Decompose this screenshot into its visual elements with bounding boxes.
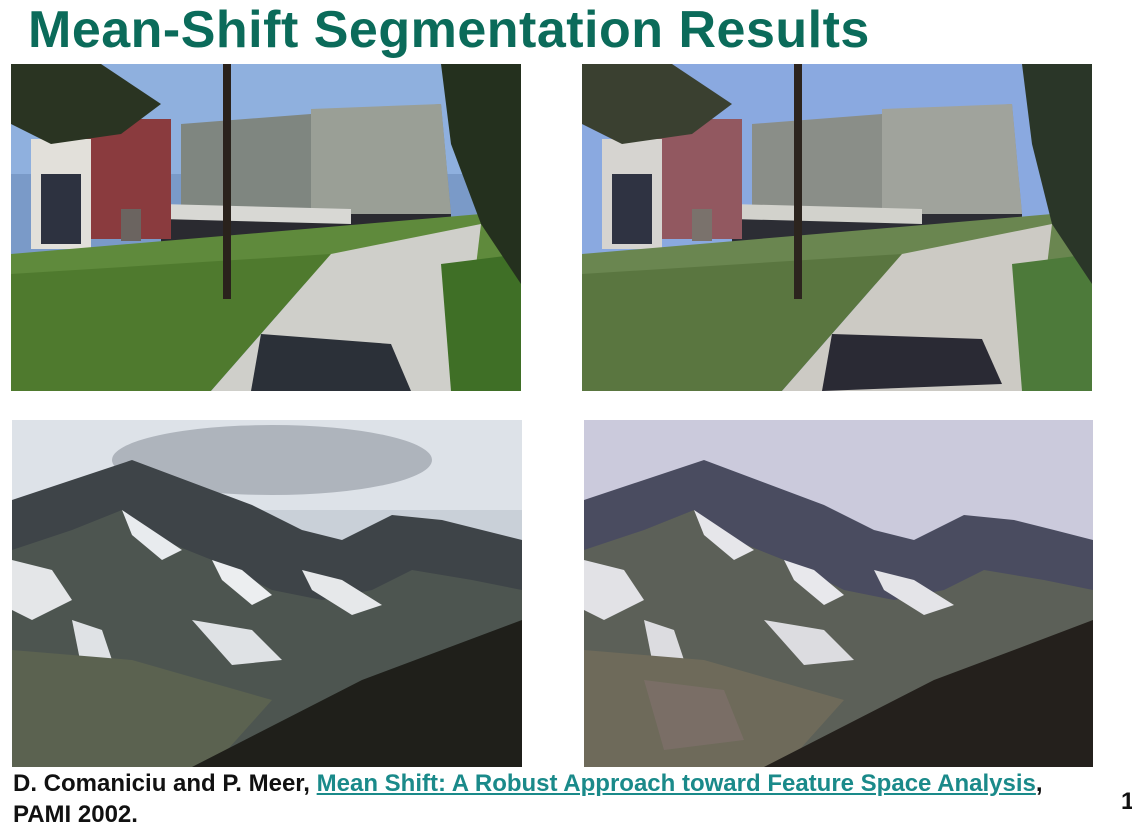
citation: D. Comaniciu and P. Meer, Mean Shift: A …: [13, 768, 1093, 830]
mountain-original-image: [12, 420, 522, 767]
page-number: 1: [1121, 788, 1132, 815]
citation-suffix: , PAMI 2002.: [13, 770, 1043, 828]
paper-link[interactable]: Mean Shift: A Robust Approach toward Fea…: [316, 770, 1036, 797]
citation-authors: D. Comaniciu and P. Meer,: [13, 770, 317, 797]
mountain-segmented-image: [584, 420, 1093, 767]
campus-original-image: [11, 64, 521, 391]
campus-segmented-image: [582, 64, 1092, 391]
slide-title: Mean-Shift Segmentation Results: [28, 1, 870, 59]
